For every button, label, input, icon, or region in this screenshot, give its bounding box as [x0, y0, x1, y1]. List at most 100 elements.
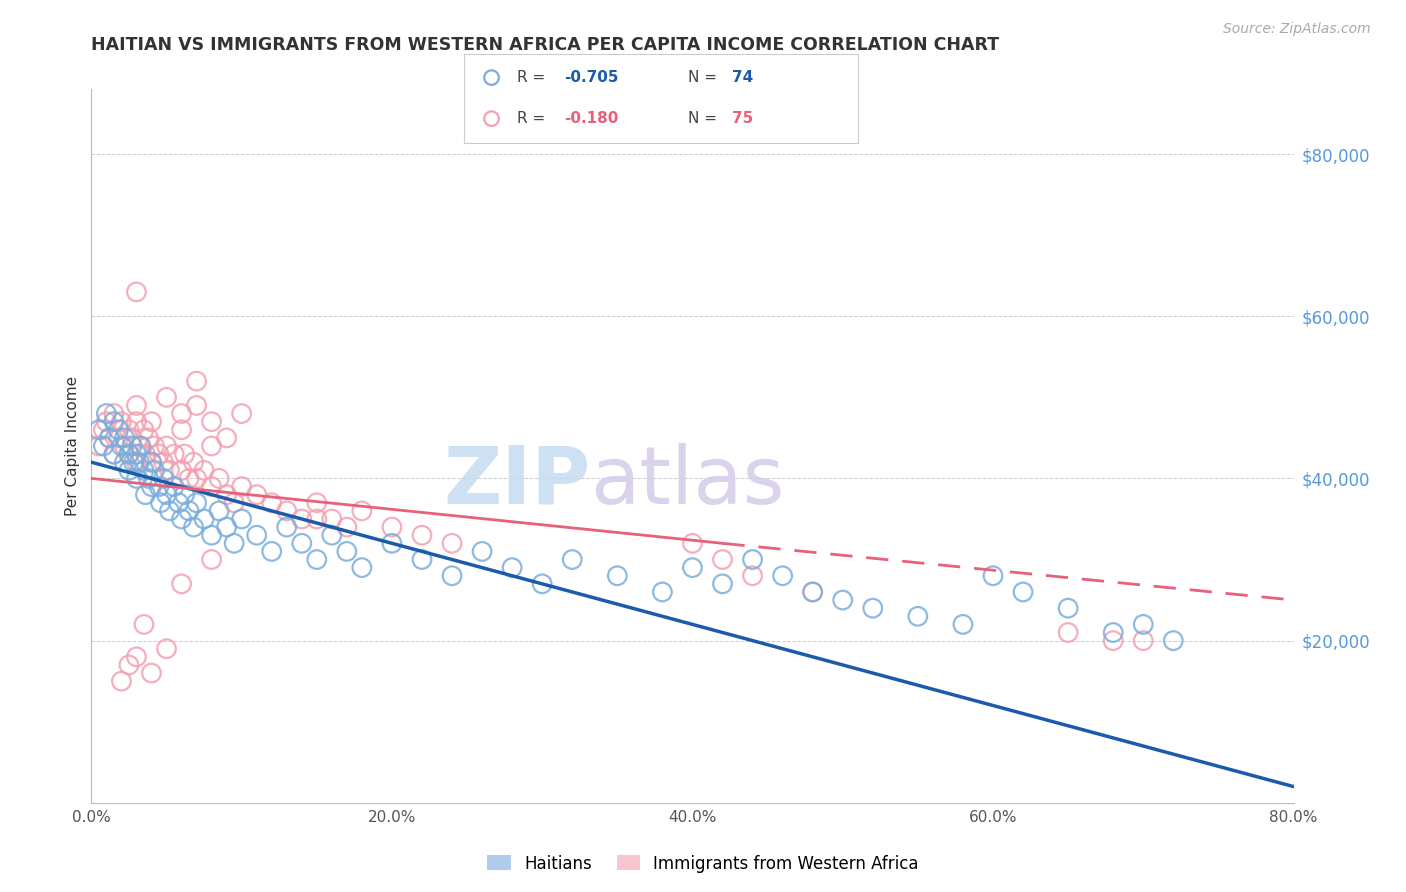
Point — [118, 463, 141, 477]
Point — [170, 512, 193, 526]
Point — [98, 431, 121, 445]
Point — [231, 512, 253, 526]
Point — [336, 544, 359, 558]
Point — [170, 577, 193, 591]
Point — [260, 544, 283, 558]
Point — [201, 439, 224, 453]
Point — [440, 536, 463, 550]
Point — [110, 674, 132, 689]
Point — [321, 528, 343, 542]
Point — [231, 479, 253, 493]
Point — [606, 568, 628, 582]
Point — [132, 617, 155, 632]
Point — [711, 552, 734, 566]
Point — [132, 463, 155, 477]
Point — [148, 479, 170, 493]
Point — [186, 374, 208, 388]
Point — [134, 488, 156, 502]
Point — [831, 593, 853, 607]
Point — [125, 471, 148, 485]
Point — [93, 423, 115, 437]
Point — [183, 455, 205, 469]
Point — [177, 471, 200, 485]
Point — [87, 439, 110, 453]
Point — [350, 560, 373, 574]
Point — [125, 447, 148, 461]
Point — [125, 285, 148, 299]
Point — [1102, 625, 1125, 640]
Point — [132, 423, 155, 437]
Text: N =: N = — [689, 112, 723, 126]
Point — [122, 455, 145, 469]
Point — [1132, 617, 1154, 632]
Point — [125, 415, 148, 429]
Point — [1102, 633, 1125, 648]
Point — [163, 447, 186, 461]
Point — [1057, 625, 1080, 640]
Point — [201, 415, 224, 429]
Point — [96, 415, 118, 429]
Point — [1057, 601, 1080, 615]
Point — [103, 407, 125, 421]
Point — [711, 577, 734, 591]
Point — [561, 552, 583, 566]
Text: R =: R = — [517, 70, 550, 85]
Text: 75: 75 — [731, 112, 754, 126]
Point — [148, 447, 170, 461]
Point — [167, 496, 190, 510]
Point — [159, 504, 181, 518]
Point — [381, 536, 404, 550]
Point — [1012, 585, 1035, 599]
Point — [1161, 633, 1184, 648]
Point — [224, 496, 246, 510]
Text: N =: N = — [689, 70, 723, 85]
Text: 74: 74 — [731, 70, 754, 85]
Text: -0.705: -0.705 — [564, 70, 619, 85]
Point — [128, 455, 150, 469]
Point — [193, 512, 215, 526]
Point — [141, 455, 163, 469]
Point — [321, 512, 343, 526]
Point — [143, 439, 166, 453]
Point — [531, 577, 554, 591]
Point — [201, 552, 224, 566]
Point — [183, 520, 205, 534]
Point — [107, 423, 129, 437]
Point — [215, 488, 238, 502]
Point — [155, 439, 177, 453]
Point — [107, 431, 129, 445]
Point — [110, 439, 132, 453]
Point — [291, 536, 314, 550]
Point — [471, 544, 494, 558]
Point — [208, 471, 231, 485]
Point — [118, 657, 141, 672]
Point — [103, 447, 125, 461]
Point — [170, 423, 193, 437]
Point — [305, 552, 328, 566]
Point — [501, 560, 523, 574]
Point — [260, 496, 283, 510]
Point — [411, 528, 433, 542]
Point — [155, 390, 177, 404]
Point — [103, 447, 125, 461]
Text: R =: R = — [517, 112, 550, 126]
Point — [110, 415, 132, 429]
Point — [186, 399, 208, 413]
Point — [141, 666, 163, 681]
Point — [134, 447, 156, 461]
Text: HAITIAN VS IMMIGRANTS FROM WESTERN AFRICA PER CAPITA INCOME CORRELATION CHART: HAITIAN VS IMMIGRANTS FROM WESTERN AFRIC… — [91, 36, 1000, 54]
Point — [201, 528, 224, 542]
Point — [193, 463, 215, 477]
Text: ZIP: ZIP — [443, 442, 591, 521]
Point — [224, 536, 246, 550]
Point — [173, 488, 195, 502]
Point — [159, 463, 181, 477]
Point — [125, 399, 148, 413]
Point — [141, 415, 163, 429]
Point — [440, 568, 463, 582]
Point — [201, 479, 224, 493]
Point — [129, 439, 152, 453]
Point — [114, 439, 136, 453]
Point — [170, 407, 193, 421]
Point — [350, 504, 373, 518]
